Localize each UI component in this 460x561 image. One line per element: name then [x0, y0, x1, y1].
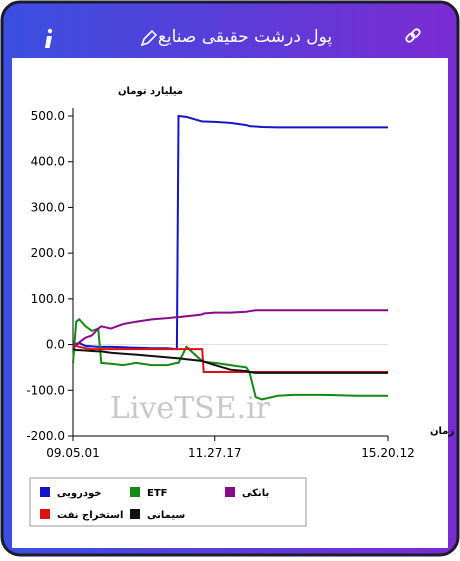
y-tick-label: 300.0 [31, 200, 65, 214]
series-line [72, 309, 388, 348]
link-icon[interactable] [405, 28, 421, 43]
legend-swatch [40, 509, 50, 519]
legend-swatch [225, 487, 235, 497]
legend-label: خودرویی [57, 488, 101, 499]
legend-swatch [130, 487, 140, 497]
x-tick-label: 15.20.12 [361, 446, 414, 460]
chart-panel [12, 58, 448, 548]
y-tick-label: -200.0 [26, 429, 65, 443]
y-tick-label: 200.0 [31, 246, 65, 260]
legend-box [29, 477, 307, 527]
x-tick-label: 11.27.17 [188, 446, 241, 460]
y-tick-label: 400.0 [31, 155, 65, 169]
y-tick-label: -100.0 [26, 383, 65, 397]
legend-label: سیمانی [147, 510, 185, 521]
edit-icon[interactable] [140, 29, 158, 47]
series-line [72, 348, 388, 374]
legend-label: بانکی [242, 488, 269, 499]
legend-swatch [40, 487, 50, 497]
series-line [72, 318, 388, 401]
legend-label: ETF [147, 488, 167, 499]
legend-swatch [130, 509, 140, 519]
y-tick-label: 100.0 [31, 292, 65, 306]
info-icon[interactable] [45, 28, 53, 48]
watermark: LiveTSE.ir [110, 391, 271, 426]
header-title: پول درشت حقیقی صنایع [158, 27, 333, 47]
x-axis-label: زمان [430, 426, 454, 437]
x-tick-label: 09.05.01 [46, 446, 99, 460]
y-tick-label: 500.0 [31, 109, 65, 123]
y-tick-label: 0.0 [46, 338, 65, 352]
y-axis-label: میلیارد تومان [118, 86, 183, 97]
series-line [72, 114, 388, 351]
legend-label: استخراج نفت [57, 510, 123, 521]
